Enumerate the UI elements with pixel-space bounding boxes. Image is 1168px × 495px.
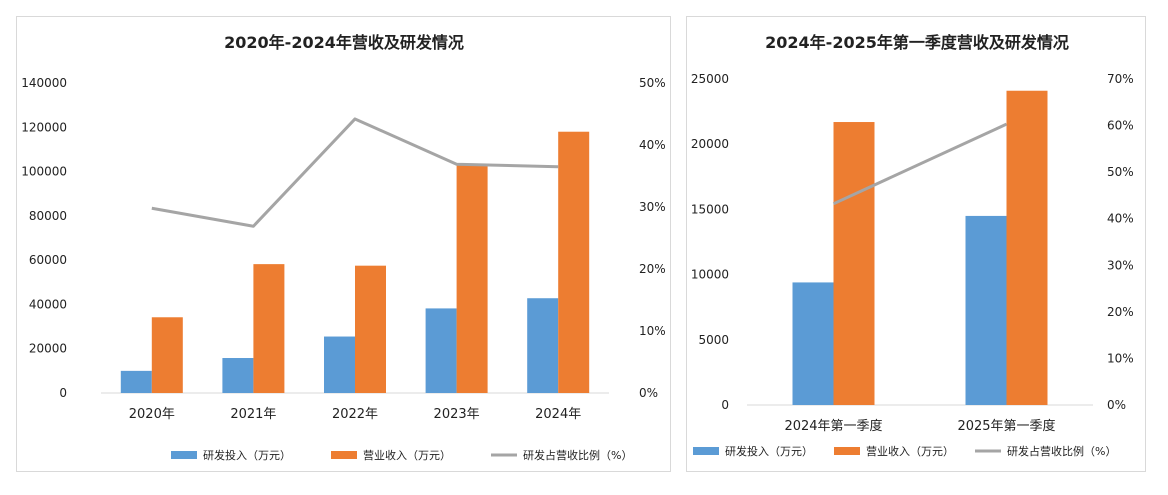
y-axis-tick-label: 60000 <box>29 253 67 267</box>
legend-label: 研发投入（万元） <box>203 448 291 462</box>
bar-revenue <box>355 265 386 393</box>
chart-quarterly-svg: 2024年-2025年第一季度营收及研发情况 25000 20000 15000 100… <box>691 33 1134 458</box>
x-axis-category-label: 2024年 <box>535 407 581 422</box>
legend-swatch <box>834 447 860 455</box>
chart-panel-quarterly: 2024年-2025年第一季度营收及研发情况 25000 20000 15000 100… <box>686 16 1146 472</box>
legend-label: 研发投入（万元） <box>725 444 813 458</box>
y-axis-tick-label: 25000 <box>691 72 729 86</box>
bar-rd-investment <box>120 370 152 393</box>
y2-axis-tick-label: 40% <box>639 138 666 152</box>
y-axis-tick-label: 20000 <box>691 137 729 151</box>
y2-axis-tick-label: 30% <box>1107 258 1134 272</box>
y-axis-tick-label: 100000 <box>21 165 67 179</box>
legend-label: 营业收入（万元） <box>363 448 451 462</box>
y2-axis-tick-label: 20% <box>639 262 666 276</box>
y2-axis-tick-label: 30% <box>639 200 666 214</box>
y2-axis-tick-label: 50% <box>639 76 666 90</box>
bar-rd-investment <box>965 215 1007 405</box>
y2-axis-tick-label: 0% <box>1107 398 1126 412</box>
y-axis-tick-label: 10000 <box>691 268 729 282</box>
y-axis-tick-label: 120000 <box>21 120 67 134</box>
y2-axis-tick-label: 40% <box>1107 212 1134 226</box>
legend-swatch <box>171 451 197 459</box>
bar-revenue <box>1006 90 1048 406</box>
bar-revenue <box>253 264 285 393</box>
y-axis-tick-label: 5000 <box>698 333 729 347</box>
y-axis-tick-label: 0 <box>59 386 67 400</box>
bar-rd-investment <box>425 308 457 393</box>
bar-revenue <box>558 131 590 393</box>
y2-axis-tick-label: 20% <box>1107 305 1134 319</box>
y2-axis-tick-label: 10% <box>639 324 666 338</box>
x-axis-category-label: 2023年 <box>434 407 480 422</box>
y2-axis-tick-label: 10% <box>1107 351 1134 365</box>
legend-label: 研发占营收比例（%） <box>523 448 632 462</box>
y-axis-tick-label: 140000 <box>21 76 67 90</box>
y2-axis-tick-label: 70% <box>1107 72 1134 86</box>
y2-axis-tick-label: 60% <box>1107 119 1134 133</box>
chart-title: 2020年-2024年营收及研发情况 <box>224 33 464 52</box>
bar-rd-investment <box>792 282 834 405</box>
legend-swatch <box>693 447 719 455</box>
bar-revenue <box>833 122 875 406</box>
bar-revenue <box>151 317 183 393</box>
x-axis-category-label: 2021年 <box>230 407 276 422</box>
y-axis-tick-label: 20000 <box>29 342 67 356</box>
y-axis-tick-label: 40000 <box>29 297 67 311</box>
x-axis-category-label: 2020年 <box>129 407 175 422</box>
ratio-line <box>832 122 1008 206</box>
chart-panel-annual: 2020年-2024年营收及研发情况 140000 120000 100000 8000… <box>16 16 671 472</box>
y-axis-tick-label: 80000 <box>29 209 67 223</box>
legend-label: 营业收入（万元） <box>866 444 954 458</box>
x-axis-category-label: 2022年 <box>332 407 378 422</box>
bar-rd-investment <box>324 336 355 393</box>
legend-swatch <box>331 451 357 459</box>
ratio-line <box>151 117 559 228</box>
x-axis-category-label: 2025年第一季度 <box>957 418 1055 434</box>
y2-axis-tick-label: 0% <box>639 386 658 400</box>
bar-rd-investment <box>527 298 559 393</box>
y-axis-tick-label: 0 <box>721 398 729 412</box>
bar-revenue <box>456 163 488 393</box>
x-axis-category-label: 2024年第一季度 <box>784 418 882 434</box>
y2-axis-tick-label: 50% <box>1107 165 1134 179</box>
bar-rd-investment <box>222 358 254 393</box>
chart-annual-svg: 2020年-2024年营收及研发情况 140000 120000 100000 8000… <box>21 33 666 462</box>
chart-title: 2024年-2025年第一季度营收及研发情况 <box>765 33 1069 52</box>
legend-label: 研发占营收比例（%） <box>1007 444 1116 458</box>
y-axis-tick-label: 15000 <box>691 202 729 216</box>
